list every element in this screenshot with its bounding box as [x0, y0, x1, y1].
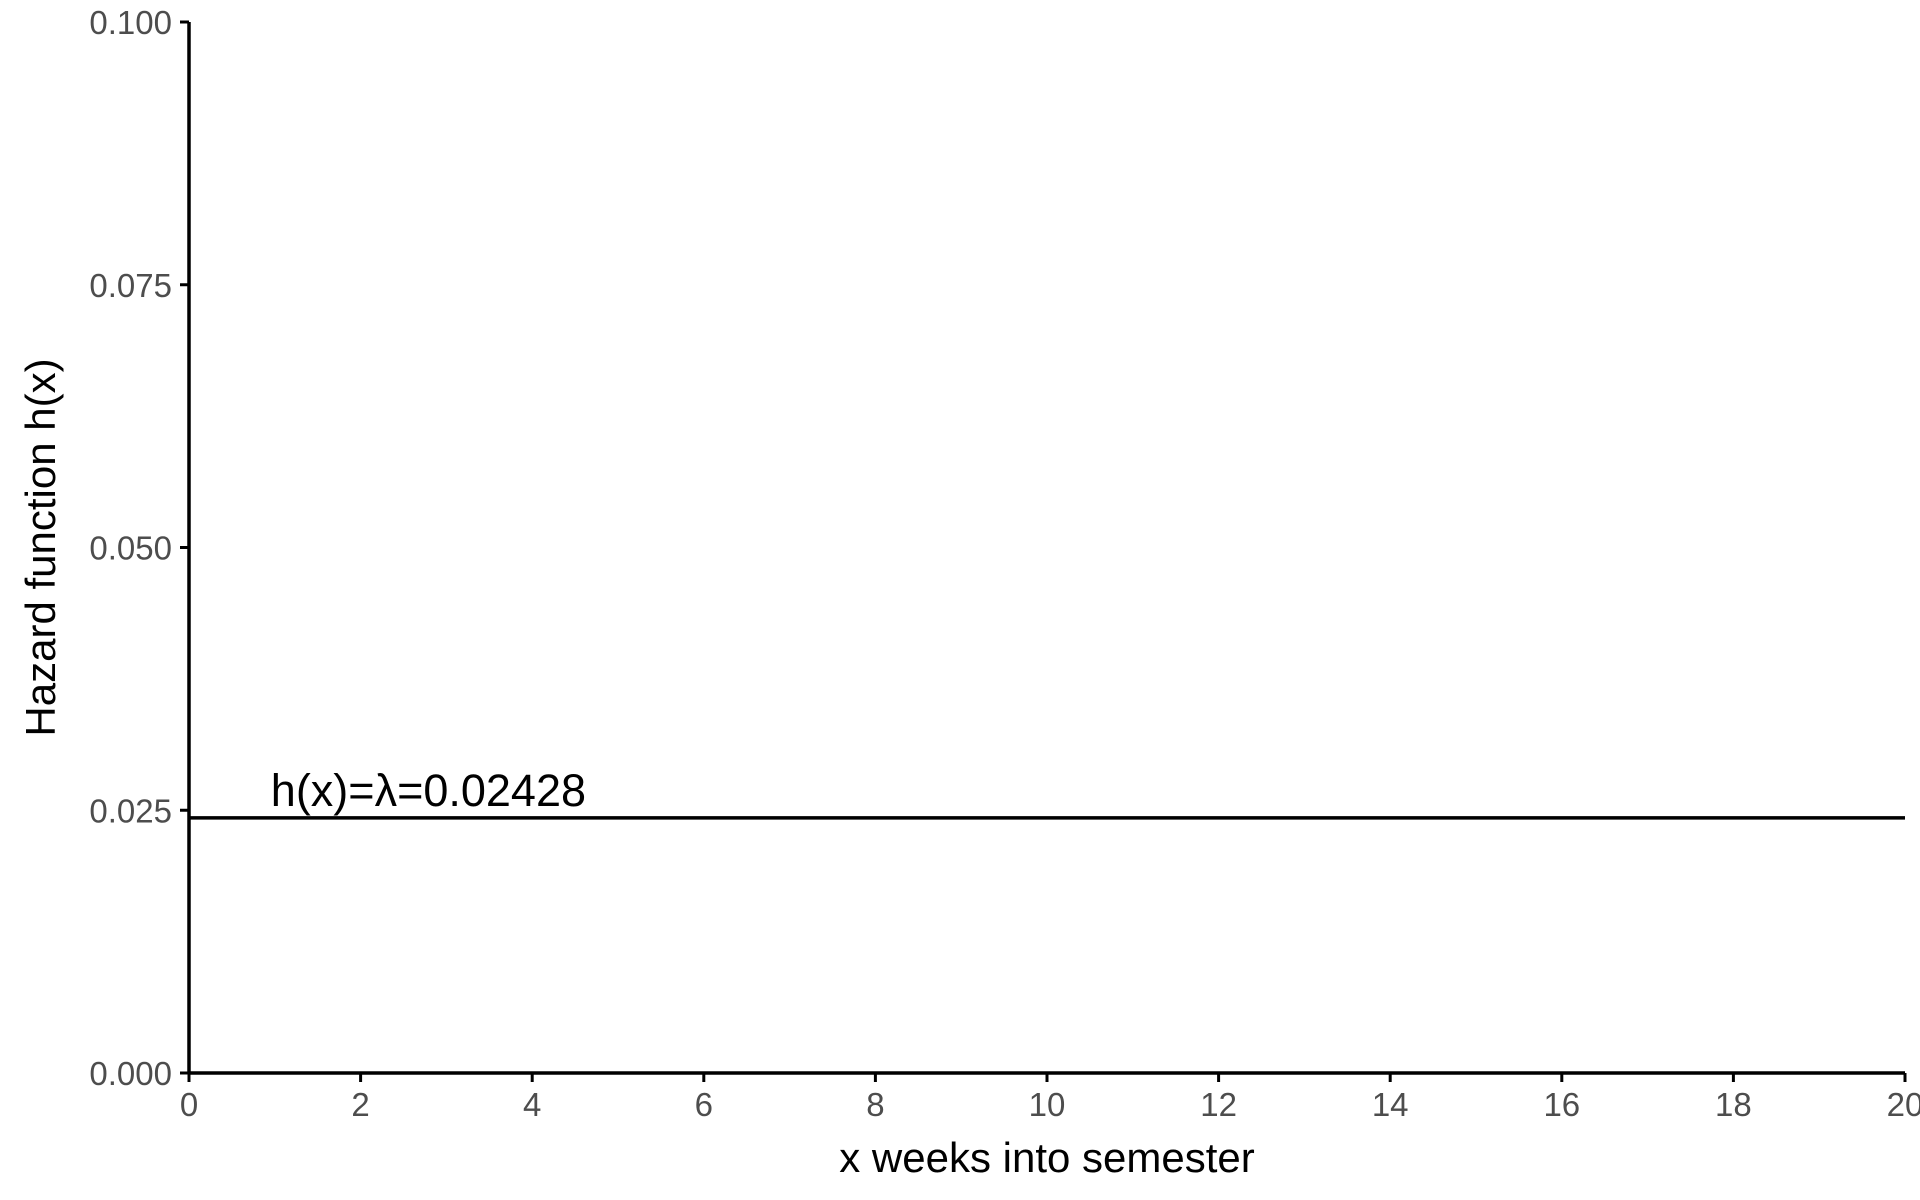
y-axis-ticks: 0.000 0.025 0.050 0.075 0.100 [89, 4, 189, 1092]
x-tick-label: 2 [351, 1086, 369, 1123]
x-tick-label: 8 [866, 1086, 884, 1123]
y-tick-label: 0.075 [89, 267, 172, 304]
y-tick-label: 0.025 [89, 792, 172, 829]
hazard-annotation: h(x)=λ=0.02428 [271, 765, 586, 816]
y-axis-title: Hazard function h(x) [17, 358, 64, 736]
x-tick-label: 16 [1543, 1086, 1580, 1123]
y-tick-label: 0.050 [89, 530, 172, 567]
x-tick-label: 6 [695, 1086, 713, 1123]
x-tick-label: 18 [1715, 1086, 1752, 1123]
annotation-group: h(x)=λ=0.02428 [271, 765, 586, 816]
y-tick-label: 0.000 [89, 1055, 172, 1092]
x-axis-ticks: 0 2 4 6 8 10 12 14 16 18 20 [180, 1073, 1920, 1123]
x-tick-label: 10 [1029, 1086, 1066, 1123]
x-tick-label: 0 [180, 1086, 198, 1123]
x-tick-label: 20 [1887, 1086, 1920, 1123]
y-tick-label: 0.100 [89, 4, 172, 41]
x-axis-title: x weeks into semester [839, 1134, 1255, 1181]
x-tick-label: 14 [1372, 1086, 1409, 1123]
x-tick-label: 12 [1200, 1086, 1237, 1123]
x-tick-label: 4 [523, 1086, 541, 1123]
